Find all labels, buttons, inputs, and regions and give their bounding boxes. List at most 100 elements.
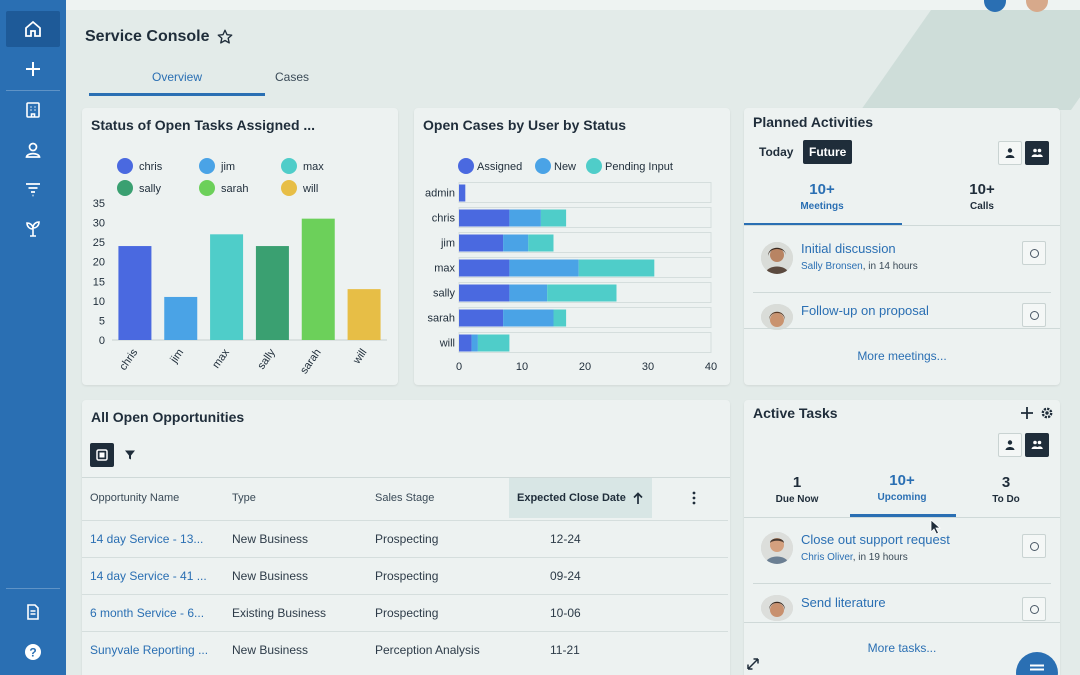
left-nav: ? — [0, 0, 66, 675]
table-row[interactable]: 6 month Service - 6... Existing Business… — [82, 594, 728, 631]
opportunity-name[interactable]: 14 day Service - 13... — [90, 532, 204, 546]
sort-ascending-icon[interactable] — [632, 492, 644, 505]
group-icon — [1031, 148, 1043, 157]
planned-title: Planned Activities — [753, 114, 874, 130]
column-header-stage[interactable]: Sales Stage — [375, 492, 435, 504]
legend-label: sarah — [221, 183, 249, 195]
team-items-button[interactable] — [1025, 141, 1049, 165]
upcoming-stat[interactable]: 10+ Upcoming — [877, 472, 927, 503]
y-tick-label: 10 — [93, 296, 105, 308]
meeting-action-button[interactable] — [1022, 241, 1046, 265]
y-tick-label: jim — [440, 238, 455, 250]
task-action-button[interactable] — [1022, 534, 1046, 558]
table-row[interactable]: 14 day Service - 41 ... New Business Pro… — [82, 557, 728, 594]
y-tick-label: admin — [425, 188, 455, 200]
bar-chris — [118, 246, 152, 340]
top-header-strip — [66, 0, 1080, 10]
plus-icon[interactable] — [6, 51, 60, 87]
column-header-type[interactable]: Type — [232, 492, 256, 504]
bar-sally — [255, 246, 289, 340]
legend-label: max — [303, 161, 324, 173]
opportunity-stage: Prospecting — [375, 532, 439, 546]
star-icon[interactable] — [216, 28, 234, 46]
meeting-subtitle: Sally Bronsen, in 14 hours — [801, 261, 918, 272]
bar-segment-jim — [459, 234, 504, 252]
column-header-name[interactable]: Opportunity Name — [90, 492, 180, 504]
my-tasks-button[interactable] — [998, 433, 1022, 457]
more-meetings-link[interactable]: More meetings... — [857, 349, 947, 363]
bar-segment-jim — [503, 234, 529, 252]
task-contact[interactable]: Chris Oliver — [801, 552, 853, 563]
bar-sarah — [301, 218, 335, 340]
legend-swatch — [535, 158, 551, 174]
x-tick-label: 30 — [642, 361, 654, 373]
add-task-icon[interactable] — [1020, 406, 1034, 420]
opportunity-stage: Prospecting — [375, 569, 439, 583]
task-title[interactable]: Close out support request — [801, 532, 950, 547]
bar-segment-sarah — [503, 309, 554, 327]
y-tick-label: 20 — [93, 257, 105, 269]
page-title: Service Console — [85, 28, 210, 45]
building-icon[interactable] — [6, 92, 60, 128]
profile-avatar[interactable] — [1026, 0, 1048, 12]
more-tasks-link[interactable]: More tasks... — [867, 641, 937, 655]
opportunity-name[interactable]: 6 month Service - 6... — [90, 606, 205, 620]
x-tick-label: jim — [168, 347, 186, 366]
opportunity-type: New Business — [232, 532, 309, 546]
card-footer-divider — [744, 622, 1060, 623]
filter-button[interactable] — [118, 443, 142, 467]
y-tick-label: sarah — [427, 313, 455, 325]
active-tasks-card: Active Tasks 1 Due Now 10+ Upcoming 3 To… — [744, 400, 1060, 675]
legend-swatch — [117, 180, 133, 196]
my-items-button[interactable] — [998, 141, 1022, 165]
task-title[interactable]: Send literature — [801, 595, 886, 610]
column-header-close-date[interactable]: Expected Close Date — [517, 492, 626, 504]
opportunity-name[interactable]: 14 day Service - 41 ... — [90, 569, 207, 583]
bar-segment-sally — [547, 284, 617, 302]
meeting-title[interactable]: Follow-up on proposal — [801, 303, 929, 318]
cases-chart-title: Open Cases by User by Status — [423, 117, 627, 133]
tab-overview[interactable]: Overview — [89, 70, 265, 96]
help-icon[interactable]: ? — [6, 634, 60, 670]
quick-actions-button[interactable] — [1016, 652, 1058, 675]
due-now-stat[interactable]: 1 Due Now — [775, 474, 819, 505]
x-tick-label: max — [210, 346, 232, 370]
y-tick-label: 0 — [99, 335, 105, 347]
avatar — [761, 304, 793, 330]
bar-segment-max — [578, 259, 655, 277]
table-row[interactable]: 14 day Service - 13... New Business Pros… — [82, 520, 728, 557]
bar-segment-jim — [528, 234, 554, 252]
meetings-stat[interactable]: 10+ Meetings — [800, 181, 844, 212]
home-icon[interactable] — [6, 11, 60, 47]
table-row[interactable]: Sunyvale Reporting ... New Business Perc… — [82, 631, 728, 668]
future-toggle[interactable]: Future — [803, 140, 853, 164]
legend-swatch — [199, 158, 215, 174]
cases-chart-card: Open Cases by User by Status Assigned New… — [414, 108, 730, 385]
gear-icon[interactable] — [1040, 406, 1054, 420]
bar-will — [347, 289, 381, 340]
bar-segment-will — [471, 334, 478, 352]
column-menu-icon[interactable] — [691, 491, 697, 505]
y-tick-label: 35 — [93, 198, 105, 210]
document-icon[interactable] — [6, 594, 60, 630]
calls-stat[interactable]: 10+ Calls — [969, 181, 995, 212]
meeting-title[interactable]: Initial discussion — [801, 241, 896, 256]
legend-swatch — [586, 158, 602, 174]
meeting-contact[interactable]: Sally Bronsen — [801, 261, 863, 272]
meeting-action-button[interactable] — [1022, 303, 1046, 327]
user-avatar[interactable] — [984, 0, 1006, 12]
opportunity-type: Existing Business — [232, 606, 327, 620]
filter-icon[interactable] — [6, 171, 60, 207]
today-toggle[interactable]: Today — [759, 145, 794, 159]
person-icon[interactable] — [6, 132, 60, 168]
table-view-button[interactable] — [90, 443, 114, 467]
team-tasks-button[interactable] — [1025, 433, 1049, 457]
tab-cases[interactable]: Cases — [274, 70, 309, 84]
plant-icon[interactable] — [6, 210, 60, 246]
opportunity-name[interactable]: Sunyvale Reporting ... — [90, 643, 209, 657]
task-action-button[interactable] — [1022, 597, 1046, 621]
y-tick-label: 15 — [93, 276, 105, 288]
to-do-stat[interactable]: 3 To Do — [992, 474, 1020, 505]
expand-icon[interactable] — [747, 658, 759, 670]
card-footer-divider — [744, 328, 1060, 329]
